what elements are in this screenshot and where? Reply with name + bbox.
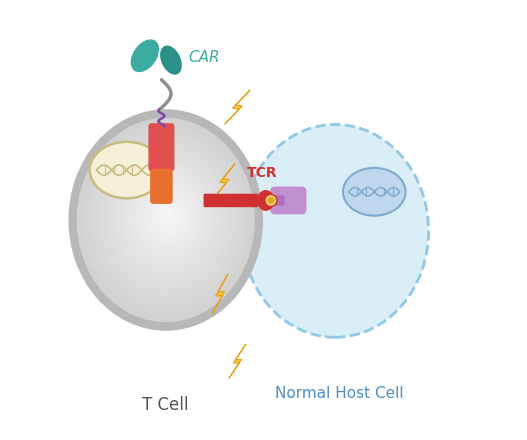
Text: T Cell: T Cell [142,396,189,414]
Ellipse shape [158,202,180,227]
Ellipse shape [343,168,406,216]
Polygon shape [225,90,250,124]
Ellipse shape [165,210,173,218]
Ellipse shape [121,164,214,270]
FancyBboxPatch shape [270,187,307,214]
Circle shape [265,194,277,206]
Ellipse shape [95,137,238,301]
FancyBboxPatch shape [149,123,174,171]
Ellipse shape [69,109,263,331]
Ellipse shape [147,191,190,239]
Polygon shape [229,344,246,378]
Ellipse shape [110,152,224,283]
Ellipse shape [136,179,200,253]
Ellipse shape [114,156,221,279]
Ellipse shape [118,160,217,274]
Text: TCR: TCR [247,165,278,180]
Polygon shape [212,274,228,314]
FancyBboxPatch shape [150,184,173,204]
FancyBboxPatch shape [275,195,285,205]
FancyBboxPatch shape [150,169,173,189]
Ellipse shape [99,141,235,296]
Ellipse shape [125,168,210,266]
Ellipse shape [257,190,275,211]
FancyBboxPatch shape [203,194,258,201]
Ellipse shape [88,129,245,309]
Ellipse shape [90,142,163,198]
FancyBboxPatch shape [203,200,258,207]
Ellipse shape [81,122,251,318]
Ellipse shape [103,145,231,292]
Ellipse shape [92,133,241,305]
Ellipse shape [143,187,193,244]
Ellipse shape [106,148,228,287]
Ellipse shape [129,172,207,261]
Ellipse shape [162,206,176,222]
Ellipse shape [151,194,187,235]
Ellipse shape [77,118,255,322]
Ellipse shape [132,175,203,257]
Ellipse shape [140,183,197,248]
Polygon shape [214,164,235,198]
Text: CAR: CAR [188,50,220,65]
Text: Normal Host Cell: Normal Host Cell [275,386,404,401]
Circle shape [268,198,274,203]
Ellipse shape [154,198,183,231]
Ellipse shape [159,45,183,76]
Ellipse shape [242,125,428,337]
Ellipse shape [130,39,160,73]
Ellipse shape [84,125,248,313]
